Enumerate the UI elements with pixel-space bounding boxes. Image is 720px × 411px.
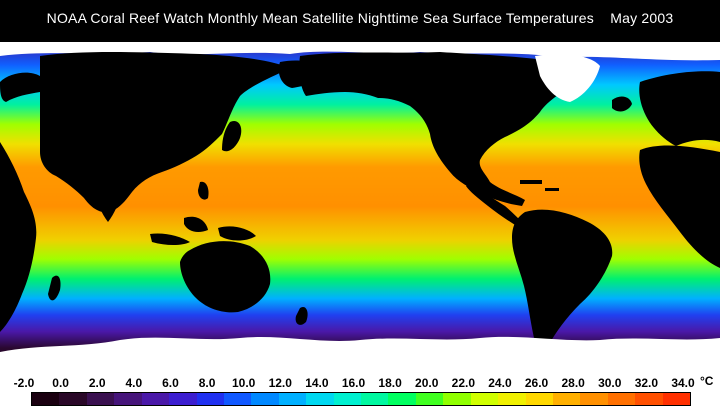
legend-tick-label: 22.0: [451, 376, 476, 390]
arctic-ice: [0, 42, 720, 61]
legend-tick-label: 4.0: [125, 376, 143, 390]
legend-swatch: [498, 393, 526, 405]
legend-tick-label: 34.0: [671, 376, 695, 390]
caribbean-island-2: [545, 188, 559, 191]
north-america: [299, 52, 580, 206]
legend-tick-label: 14.0: [305, 376, 329, 390]
legend-swatch: [32, 393, 60, 405]
africa: [0, 142, 37, 332]
legend-swatch: [525, 393, 554, 405]
legend-tick-label: 10.0: [231, 376, 256, 390]
legend-tick-label: 12.0: [268, 376, 292, 390]
legend-colorbar: [31, 392, 691, 406]
legend-swatch: [223, 393, 252, 405]
europe-east: [639, 71, 720, 146]
indonesia-1: [150, 233, 190, 245]
legend-tick-label: -2.0: [13, 376, 35, 390]
legend-swatch: [662, 393, 691, 405]
greenland: [535, 54, 600, 102]
new-zealand: [295, 306, 308, 325]
india: [94, 171, 122, 222]
title-bar: NOAA Coral Reef Watch Monthly Mean Satel…: [0, 0, 720, 42]
alaska: [278, 60, 330, 88]
legend-swatch: [361, 393, 389, 405]
legend-swatch: [114, 393, 142, 405]
sst-map-svg: [0, 42, 720, 371]
map-title: NOAA Coral Reef Watch Monthly Mean Satel…: [46, 10, 674, 26]
sst-map: [0, 42, 720, 371]
antarctic-ice: [0, 336, 720, 371]
legend-swatch: [635, 393, 663, 405]
madagascar: [48, 275, 61, 301]
australia: [180, 241, 271, 313]
legend-swatch: [278, 393, 307, 405]
caribbean-island-1: [520, 180, 542, 184]
legend-swatch: [443, 393, 471, 405]
legend-swatch: [251, 393, 279, 405]
legend-swatch: [196, 393, 224, 405]
indonesia-2: [184, 216, 208, 232]
legend-tick-label: 8.0: [198, 376, 216, 390]
legend-swatch: [553, 393, 581, 405]
central-america: [466, 182, 524, 228]
south-america: [512, 209, 613, 349]
legend-tick-label: 30.0: [598, 376, 622, 390]
legend-tick-label: 24.0: [488, 376, 512, 390]
legend-swatch: [388, 393, 416, 405]
legend-swatch: [333, 393, 362, 405]
legend-swatch: [607, 393, 636, 405]
legend-swatch: [59, 393, 87, 405]
legend-tick-label: 28.0: [561, 376, 585, 390]
legend-swatch: [169, 393, 197, 405]
europe: [0, 72, 40, 102]
legend-swatch: [141, 393, 170, 405]
legend-tick-label: 0.0: [52, 376, 69, 390]
legend-unit: °C: [700, 374, 714, 388]
new-guinea: [218, 226, 256, 241]
philippines: [198, 181, 209, 200]
legend-tick-label: 26.0: [524, 376, 549, 390]
africa-east: [639, 145, 720, 268]
legend-tick-label: 6.0: [162, 376, 179, 390]
legend-swatch: [470, 393, 499, 405]
legend-tick-label: 32.0: [634, 376, 659, 390]
legend-tick-label: 20.0: [415, 376, 439, 390]
japan: [222, 120, 242, 152]
legend-tick-label: 16.0: [341, 376, 366, 390]
legend-swatch: [415, 393, 444, 405]
british-isles: [612, 96, 632, 112]
color-legend: -2.0 0.0 2.0 4.0 6.0 8.0 10.0 12.0 14.0 16.0 18.0 2…: [0, 371, 720, 411]
legend-tick-label: 18.0: [378, 376, 402, 390]
legend-tick-label: 2.0: [88, 376, 106, 390]
legend-swatch: [86, 393, 115, 405]
legend-swatch: [306, 393, 334, 405]
legend-swatch: [580, 393, 608, 405]
